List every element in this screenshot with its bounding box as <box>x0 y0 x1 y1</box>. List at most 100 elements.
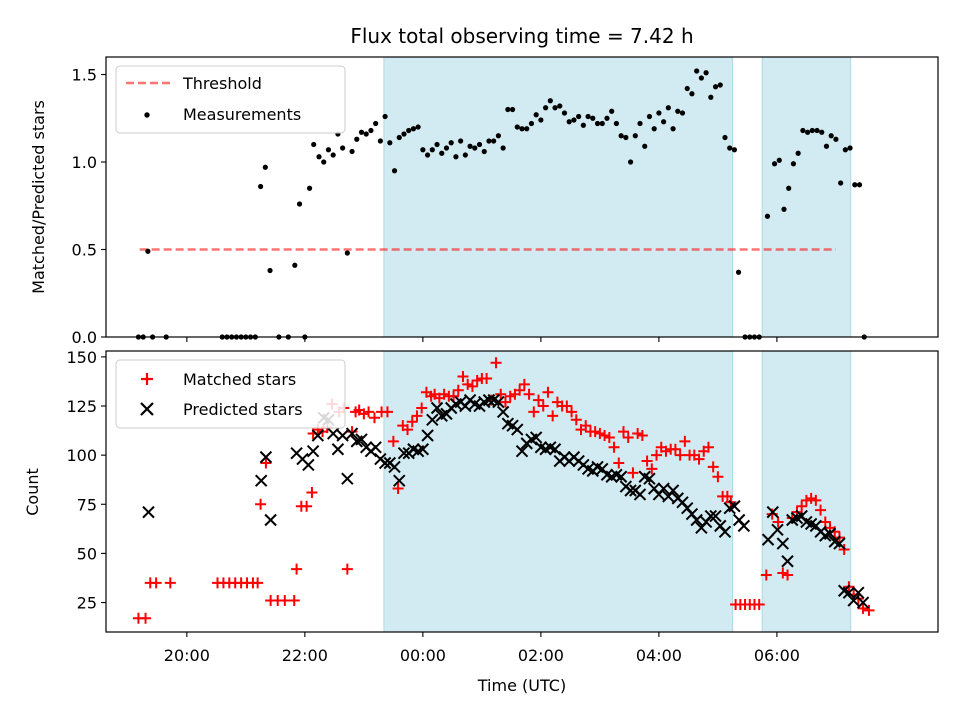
predicted-point-72 <box>614 470 628 483</box>
measurement-point-122 <box>790 161 797 167</box>
threshold-legend-label: Threshold <box>182 74 262 93</box>
measurement-point-76 <box>566 119 572 125</box>
measurement-point-58 <box>481 148 487 155</box>
measurement-point-65 <box>514 124 520 130</box>
predicted-point-94 <box>718 525 732 538</box>
measurement-point-43 <box>410 126 417 132</box>
y-tick-label: 1.5 <box>72 66 97 85</box>
predicted-point-15 <box>345 427 359 440</box>
matched-point-94 <box>646 463 658 475</box>
matched-point-43 <box>406 416 418 428</box>
matched-point-121 <box>777 567 789 579</box>
matched-point-92 <box>636 429 648 441</box>
predicted-point-54 <box>529 431 543 444</box>
matched-point-106 <box>702 441 714 453</box>
predicted-point-103 <box>781 555 794 568</box>
matched-point-110 <box>721 490 733 502</box>
y-tick-label: 100 <box>66 446 97 465</box>
measurement-point-128 <box>819 129 825 135</box>
measurement-point-119 <box>776 157 782 163</box>
measurement-point-92 <box>642 143 648 149</box>
predicted-point-3 <box>264 513 277 527</box>
measurement-point-47 <box>429 147 435 153</box>
measurement-point-63 <box>505 106 511 113</box>
matched-point-17 <box>279 595 291 607</box>
measurement-point-39 <box>391 168 398 174</box>
predicted-point-101 <box>771 523 784 537</box>
measurement-point-81 <box>590 115 596 121</box>
measurement-point-71 <box>543 105 549 111</box>
predicted-point-14 <box>341 472 354 485</box>
count-panel: 25 50 75 100 125 150 20:00 22:00 00:00 02:00 04:0… <box>23 348 939 695</box>
matched-point-40 <box>392 483 404 495</box>
predicted-point-13 <box>336 429 349 442</box>
matched-point-80 <box>580 420 592 432</box>
matched-point-38 <box>381 406 393 418</box>
matched-point-100 <box>674 449 686 461</box>
matched-point-76 <box>561 400 573 412</box>
matched-point-73 <box>547 410 559 422</box>
measurement-point-136 <box>856 182 863 188</box>
ratio-legend: Threshold Measurements <box>115 65 346 134</box>
matched-point-4 <box>164 577 176 589</box>
matched-point-67 <box>518 378 530 390</box>
ratio-y-axis-label: Matched/Predicted stars <box>29 100 48 294</box>
measurement-point-85 <box>609 108 615 114</box>
predicted-point-100 <box>766 505 779 519</box>
measurement-point-53 <box>458 138 464 144</box>
matched-point-68 <box>523 388 535 400</box>
matched-point-30 <box>341 563 353 575</box>
matched-point-1 <box>140 612 152 624</box>
predicted-point-99 <box>761 533 775 546</box>
measurement-point-22 <box>311 141 317 148</box>
shaded-region-1 <box>761 350 852 633</box>
measurement-point-42 <box>406 127 412 134</box>
x-tick-label: 20:00 <box>164 646 210 665</box>
matched-point-130 <box>819 516 831 528</box>
measurement-point-129 <box>823 143 830 149</box>
matched-point-87 <box>613 457 625 469</box>
measurement-point-112 <box>735 269 742 275</box>
matched-point-52 <box>448 390 460 402</box>
measurement-point-68 <box>528 120 535 127</box>
measurement-point-30 <box>349 148 355 155</box>
measurement-point-89 <box>627 159 634 165</box>
matched-point-77 <box>566 406 578 418</box>
matched-point-117 <box>753 598 765 610</box>
measurement-point-13 <box>257 183 264 190</box>
measurement-point-95 <box>656 110 662 116</box>
measurement-point-99 <box>675 108 681 114</box>
predicted-point-92 <box>709 509 722 523</box>
ratio-panel: 0.0 0.5 1.0 1.5 Matched/Predicted stars Thr… <box>29 56 939 347</box>
measurement-point-25 <box>325 147 332 153</box>
predicted-point-44 <box>482 393 496 407</box>
y-tick-label: 0.0 <box>72 328 97 347</box>
matched-point-3 <box>150 577 162 589</box>
predicted-point-119 <box>856 596 870 609</box>
matched-point-64 <box>504 390 516 402</box>
matched-point-70 <box>533 394 545 406</box>
matched-point-78 <box>570 414 582 426</box>
matched-point-93 <box>641 455 653 467</box>
matched-point-50 <box>438 388 450 400</box>
measurement-point-131 <box>833 136 839 142</box>
predicted-point-30 <box>416 443 430 456</box>
matched-point-62 <box>495 388 507 400</box>
measurement-point-66 <box>519 126 525 132</box>
measurement-point-96 <box>661 119 667 125</box>
matched-point-18 <box>288 595 300 607</box>
measurement-point-33 <box>363 131 369 137</box>
measurement-point-61 <box>495 133 501 139</box>
y-tick-label: 1.0 <box>72 153 97 172</box>
measurement-point-28 <box>340 145 346 151</box>
measurement-point-50 <box>443 145 450 151</box>
measurement-point-15 <box>267 267 273 274</box>
measurement-point-93 <box>646 113 653 120</box>
predicted-point-102 <box>776 537 790 550</box>
measurement-point-49 <box>439 150 445 156</box>
x-tick-label: 06:00 <box>754 646 800 665</box>
predicted-point-98 <box>737 519 751 533</box>
matched-point-138 <box>857 602 869 614</box>
measurement-point-101 <box>684 85 690 92</box>
